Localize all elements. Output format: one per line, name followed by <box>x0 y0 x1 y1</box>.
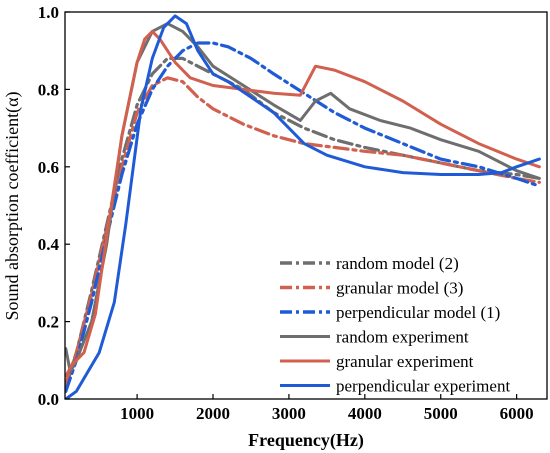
y-tick-label: 0.8 <box>38 80 59 99</box>
legend-label: perpendicular experiment <box>336 377 510 396</box>
x-tick-label: 2000 <box>196 404 230 423</box>
y-axis: 0.0 0.2 0.4 0.6 0.8 1.0 <box>38 3 70 409</box>
legend-label: perpendicular model (1) <box>336 303 500 322</box>
plot-frame <box>64 11 548 400</box>
y-tick-label: 0.4 <box>38 235 60 254</box>
x-tick-label: 1000 <box>120 404 154 423</box>
series-line-granular-experiment <box>65 29 541 378</box>
x-axis-title: Frequency(Hz) <box>248 430 364 451</box>
legend-label: granular model (3) <box>336 279 463 298</box>
legend-label: random model (2) <box>336 254 459 273</box>
y-axis-title: Sound absorption coefficient(α) <box>2 91 23 320</box>
series-layer <box>65 14 541 399</box>
x-tick-label: 3000 <box>272 404 306 423</box>
legend: random model (2) granular model (3) perpen… <box>280 254 510 396</box>
x-axis: 1000 2000 3000 4000 5000 6000 <box>120 394 534 423</box>
y-tick-label: 1.0 <box>38 3 59 22</box>
x-tick-label: 5000 <box>424 404 458 423</box>
x-tick-label: 6000 <box>500 404 534 423</box>
y-tick-label: 0.0 <box>38 390 59 409</box>
legend-label: random experiment <box>336 328 469 347</box>
y-tick-label: 0.6 <box>38 158 59 177</box>
series-line-perpendicular-model-1 <box>65 41 541 393</box>
y-tick-label: 0.2 <box>38 313 59 332</box>
series-line-perpendicular-experiment <box>65 14 541 399</box>
legend-label: granular experiment <box>336 352 474 371</box>
x-tick-label: 4000 <box>348 404 382 423</box>
